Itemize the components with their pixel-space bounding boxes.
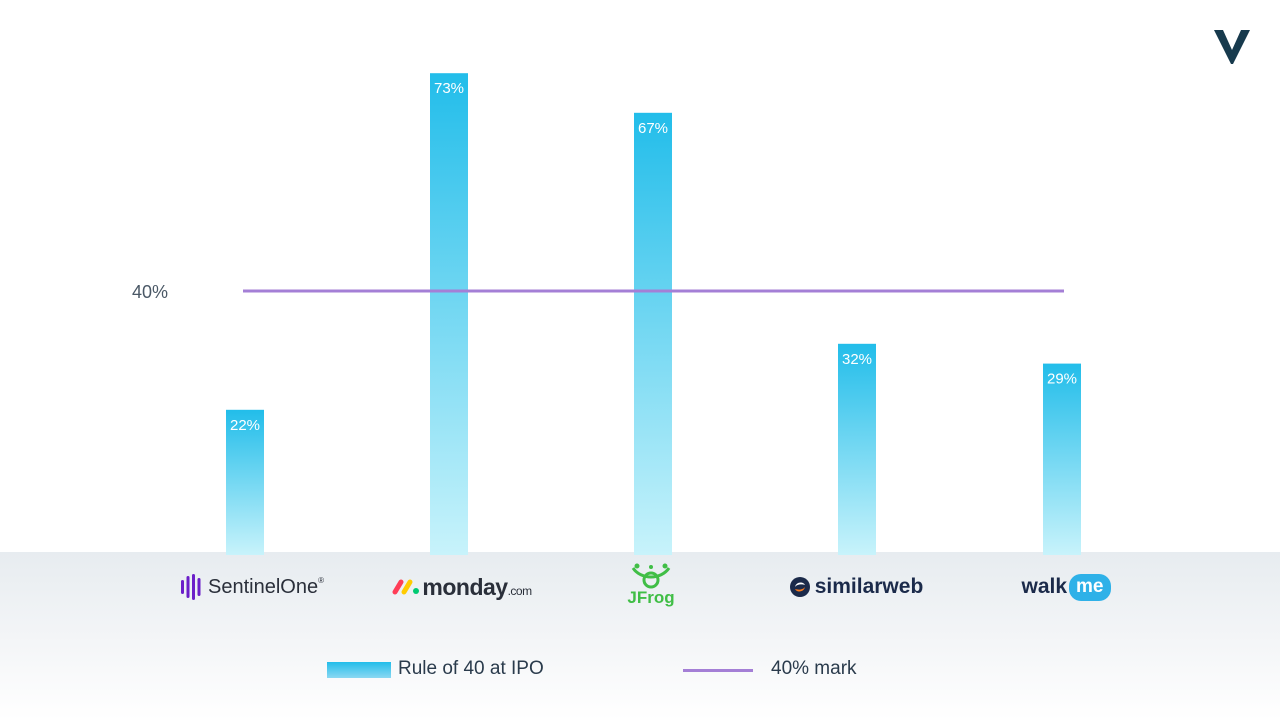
legend-label-line: 40% mark bbox=[771, 658, 857, 679]
bar-sentinelone bbox=[226, 409, 264, 555]
sentinelone-logo: SentinelOne® bbox=[162, 562, 342, 612]
monday-icon bbox=[392, 579, 420, 595]
legend-label-bars: Rule of 40 at IPO bbox=[398, 658, 544, 679]
legend: Rule of 40 at IPO 40% mark bbox=[0, 656, 1280, 686]
legend-swatch-line bbox=[683, 669, 753, 672]
legend-swatch-bars bbox=[327, 662, 391, 678]
logo-band bbox=[0, 552, 1280, 720]
sentinelone-name: Sentinel bbox=[208, 575, 281, 598]
reference-line-label: 40% bbox=[132, 282, 168, 302]
jfrog-logo: JFrog bbox=[561, 560, 741, 610]
walkme-logo: walk me bbox=[976, 562, 1156, 612]
jfrog-name: JFrog bbox=[627, 588, 675, 607]
bar-data-label: 32% bbox=[842, 351, 872, 368]
walkme-me-bubble: me bbox=[1069, 573, 1111, 601]
similarweb-name: similarweb bbox=[814, 575, 924, 598]
similarweb-logo: similarweb bbox=[766, 562, 946, 612]
sentinelone-mark: ® bbox=[318, 575, 324, 585]
monday-suffix: .com bbox=[507, 583, 533, 598]
monday-name: monday bbox=[422, 573, 508, 600]
bar-data-label: 22% bbox=[230, 417, 260, 434]
walkme-walk: walk bbox=[1021, 575, 1068, 598]
bar-data-label: 67% bbox=[638, 120, 668, 137]
similarweb-icon bbox=[789, 577, 810, 597]
brand-v-logo bbox=[1214, 30, 1250, 64]
jfrog-icon bbox=[631, 563, 671, 589]
bars-layer: 22% 73% 67% 32% 29% bbox=[226, 73, 1081, 556]
bar-data-label: 73% bbox=[434, 80, 464, 97]
walkme-me: me bbox=[1076, 575, 1104, 597]
monday-logo: monday.com bbox=[372, 562, 552, 612]
sentinelone-icon bbox=[181, 574, 201, 600]
reference-layer: 40% bbox=[132, 282, 1064, 302]
sentinelone-suffix: One bbox=[280, 575, 319, 598]
bar-jfrog bbox=[634, 112, 672, 556]
bar-data-label: 29% bbox=[1047, 371, 1077, 388]
bar-walkme bbox=[1043, 363, 1081, 555]
bar-similarweb bbox=[838, 343, 876, 555]
bar-monday-com bbox=[430, 73, 468, 555]
